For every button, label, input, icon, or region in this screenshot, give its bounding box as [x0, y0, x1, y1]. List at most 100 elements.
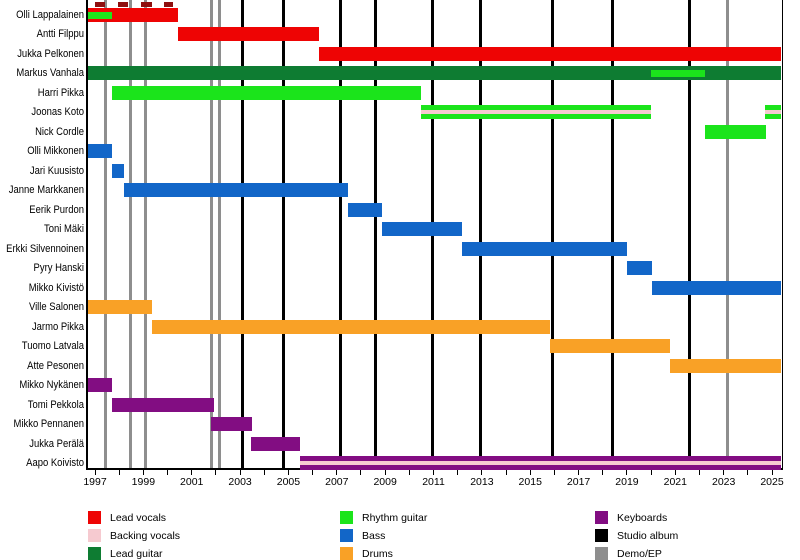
x-axis-tick-label: 1997 [83, 476, 107, 488]
demo-ep-line [725, 0, 729, 468]
timeline-bar-rhythm_guitar [650, 70, 706, 78]
timeline-bar-keyboards [211, 417, 252, 432]
x-axis-tick [336, 470, 338, 475]
x-axis-tick [747, 470, 749, 475]
member-label: Pyry Hanski [33, 262, 84, 275]
member-label: Olli Mikkonen [27, 145, 84, 158]
x-axis-tick-label: 2015 [518, 476, 542, 488]
member-label: Tomi Pekkola [27, 398, 84, 411]
legend-label: Lead vocals [110, 512, 167, 524]
x-axis-tick-label: 2013 [470, 476, 494, 488]
x-axis-tick [771, 470, 773, 475]
demo-ep-line [104, 0, 108, 468]
timeline-bar-rhythm_guitar [111, 85, 421, 100]
legend-swatch-bass [340, 529, 353, 542]
x-axis-tick-label: 2023 [711, 476, 736, 488]
x-axis-tick-label: 2003 [228, 476, 252, 488]
studio-album-line [339, 0, 343, 468]
x-axis-tick [312, 470, 314, 475]
legend: Lead vocals Backing vocals Lead guitar Rhyt… [0, 505, 800, 560]
member-label: Olli Lappalainen [16, 9, 84, 21]
timeline-bar-lead_guitar [88, 66, 781, 81]
x-axis-tick [481, 470, 483, 475]
studio-album-line [687, 0, 691, 468]
x-axis-tick-label: 1999 [131, 476, 156, 488]
legend-label: Backing vocals [110, 530, 181, 542]
member-label: Jari Kuusisto [29, 164, 84, 177]
legend-swatch-rhythm_guitar [340, 511, 353, 524]
x-axis-tick [239, 470, 241, 475]
legend-label: Bass [362, 530, 386, 542]
timeline-bar-bass [347, 202, 383, 217]
plot-area [86, 0, 783, 471]
member-label: Markus Vanhala [16, 67, 85, 80]
x-axis-tick [287, 470, 289, 475]
timeline-bar-bass [462, 241, 627, 256]
x-axis-tick [723, 470, 725, 475]
x-axis-tick-label: 2009 [373, 476, 397, 488]
x-axis-tick-label: 2001 [180, 476, 204, 488]
member-label: Nick Cordle [35, 125, 84, 138]
member-label: Harri Pikka [37, 86, 84, 99]
member-label: Toni Mäki [44, 223, 84, 236]
legend-swatch-lead_vocals [88, 511, 101, 524]
clipped-title-artifact [141, 2, 152, 7]
x-axis-tick [674, 470, 676, 475]
x-axis-tick [384, 470, 386, 475]
legend-label: Keyboards [617, 512, 668, 524]
x-axis-tick [578, 470, 580, 475]
x-axis-tick [408, 470, 410, 475]
x-axis-tick [263, 470, 265, 475]
legend-swatch-studio_album [595, 529, 608, 542]
x-axis: 1997 1999 2001 2003 2005 2007 2009 2011 2013 2015… [83, 470, 784, 494]
legend-label: Demo/EP [617, 548, 662, 560]
member-label: Erkki Silvennoinen [6, 242, 84, 255]
x-axis-tick [191, 470, 193, 475]
x-axis-tick-label: 2011 [422, 476, 445, 488]
x-axis-tick [553, 470, 555, 475]
x-axis-tick [505, 470, 507, 475]
timeline-bar-drums [152, 319, 551, 334]
timeline-bar-drums [88, 300, 153, 315]
member-label: Aapo Koivisto [26, 457, 84, 470]
timeline-bar-backing_vocals [300, 461, 781, 466]
timeline-bar-bass [626, 261, 652, 276]
member-label: Mikko Nykänen [19, 379, 84, 392]
x-axis-tick [167, 470, 169, 475]
member-label: Mikko Pennanen [13, 418, 84, 431]
x-axis-tick-label: 2019 [615, 476, 639, 488]
x-axis-tick [118, 470, 120, 475]
legend-label: Rhythm guitar [362, 512, 428, 524]
member-label: Atte Pesonen [27, 359, 84, 372]
studio-album-line [551, 0, 555, 468]
member-label: Jarmo Pikka [31, 320, 84, 333]
x-axis-tick [360, 470, 362, 475]
x-axis-tick [94, 470, 96, 475]
timeline-bar-backing_vocals [765, 110, 781, 115]
timeline-bar-keyboards [250, 436, 301, 451]
timeline-bar-drums [670, 358, 781, 373]
timeline-bar-lead_vocals [318, 46, 781, 61]
demo-ep-line [217, 0, 221, 468]
member-label: Janne Markkanen [8, 184, 85, 197]
legend-label: Studio album [617, 530, 679, 542]
x-axis-tick [699, 470, 700, 475]
x-axis-tick-label: 2005 [276, 476, 301, 488]
clipped-title-artifact [95, 2, 105, 7]
member-label: Jukka Pelkonen [17, 47, 85, 60]
x-axis-tick [602, 470, 604, 475]
member-label: Mikko Kivistö [28, 281, 84, 294]
x-axis-tick-label: 2007 [325, 476, 349, 488]
member-label: Antti Filppu [36, 28, 84, 41]
x-axis-tick [457, 470, 459, 475]
demo-ep-line [128, 0, 132, 468]
timeline-bar-bass [88, 144, 112, 159]
legend-label: Drums [362, 548, 393, 560]
demo-ep-line [209, 0, 213, 468]
timeline-bar-bass [382, 222, 463, 237]
x-axis-tick [626, 470, 628, 475]
clipped-title-artifact [118, 2, 128, 7]
x-axis-tick-label: 2025 [760, 476, 784, 488]
timeline-bar-bass [124, 183, 348, 198]
